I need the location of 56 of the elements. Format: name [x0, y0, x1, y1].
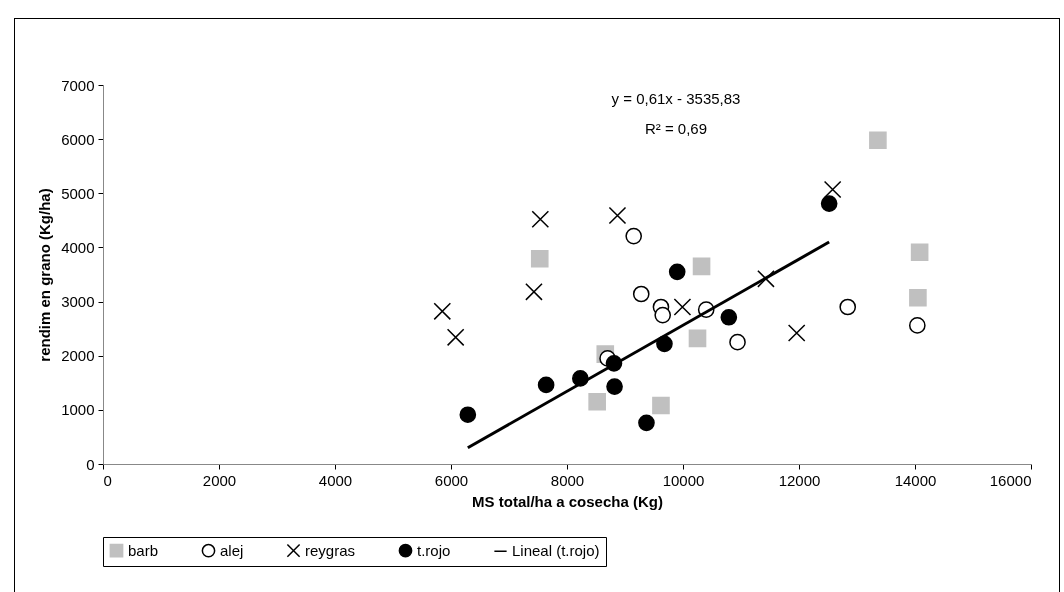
- point: [757, 270, 775, 288]
- point: [537, 376, 555, 394]
- point: [729, 333, 746, 351]
- point: [606, 378, 623, 395]
- y-tick-label: 1000: [61, 401, 95, 419]
- point: [688, 329, 707, 348]
- point: [638, 414, 655, 432]
- point: [654, 306, 672, 324]
- annotation: y = 0,61x - 3535,83: [611, 90, 741, 107]
- y-tick-label: 4000: [61, 238, 95, 256]
- x-tick-label: 12000: [778, 471, 821, 489]
- annotation: R² = 0,69: [644, 120, 708, 137]
- legend-label: alej: [220, 541, 244, 559]
- x-tick-label: 2000: [202, 471, 237, 489]
- point: [787, 324, 806, 342]
- point: [720, 308, 738, 326]
- point: [652, 396, 670, 415]
- point: [910, 243, 929, 262]
- point: [668, 263, 686, 281]
- y-tick-label: 3000: [61, 293, 95, 311]
- x-tick-label: 6000: [434, 471, 469, 489]
- x-tick-label: 14000: [894, 471, 937, 489]
- point: [625, 227, 643, 245]
- y-axis-title: rendim en grano (Kg/ha): [36, 188, 54, 362]
- y-tick-label: 2000: [61, 347, 95, 365]
- point: [820, 195, 838, 212]
- point: [823, 180, 842, 199]
- y-tick-label: 0: [86, 455, 95, 473]
- legend-label: t.rojo: [417, 541, 451, 559]
- point: [692, 257, 711, 276]
- x-tick-label: 8000: [550, 471, 585, 489]
- y-tick-label: 7000: [61, 76, 95, 94]
- point: [839, 298, 857, 316]
- legend-label: barb: [128, 541, 159, 559]
- point: [632, 285, 650, 303]
- y-tick-label: 6000: [61, 130, 95, 148]
- x-tick-label: 16000: [989, 471, 1032, 489]
- x-tick-label: 10000: [662, 471, 705, 489]
- point: [909, 288, 927, 307]
- point: [588, 392, 606, 411]
- x-tick-label: 0: [103, 471, 112, 489]
- legend-label: Lineal (t.rojo): [512, 542, 600, 560]
- legend-label: reygras: [305, 541, 356, 559]
- point: [531, 210, 550, 229]
- x-axis-title: MS total/ha a cosecha (Kg): [472, 492, 663, 510]
- point: [446, 328, 465, 347]
- point: [530, 249, 549, 268]
- point: [673, 298, 692, 316]
- point: [908, 317, 926, 334]
- point: [869, 131, 887, 150]
- x-tick-label: 4000: [318, 471, 353, 489]
- point: [525, 283, 543, 301]
- point: [608, 206, 627, 225]
- point: [459, 406, 477, 424]
- point: [433, 302, 452, 321]
- y-tick-label: 5000: [61, 184, 95, 202]
